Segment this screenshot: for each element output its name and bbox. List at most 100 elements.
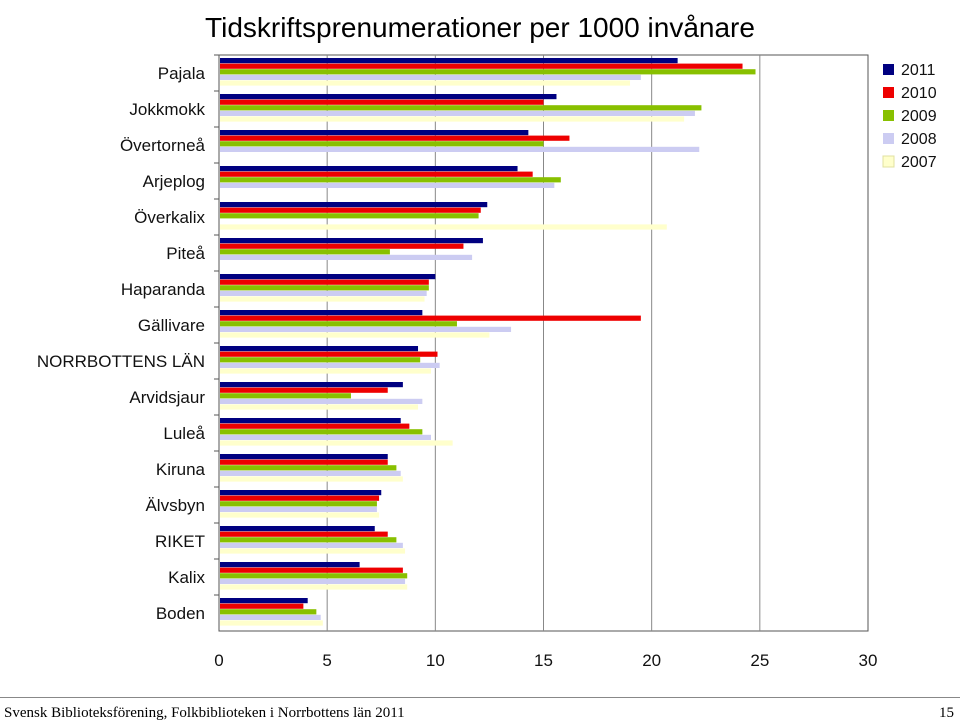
category-label: RIKET [155, 532, 205, 551]
x-tick-label: 5 [322, 651, 331, 670]
bar-2009 [220, 465, 397, 471]
bar-2011 [220, 94, 557, 100]
bar-2009 [220, 285, 429, 291]
bar-2007 [220, 620, 323, 626]
bar-2007 [220, 80, 631, 86]
bar-2008 [220, 362, 440, 368]
category-label: Arjeplog [143, 172, 205, 191]
bar-2009 [220, 177, 561, 183]
bar-2010 [220, 315, 641, 321]
bar-2007 [220, 224, 667, 230]
bar-2009 [220, 393, 351, 399]
category-label: Piteå [166, 244, 205, 263]
bar-2009 [220, 213, 479, 219]
bar-2010 [220, 567, 403, 573]
bar-2010 [220, 387, 388, 393]
x-tick-label: 20 [642, 651, 661, 670]
bar-2011 [220, 598, 308, 604]
bar-2010 [220, 495, 380, 501]
legend: 2011 2010 2009 2008 2007 [882, 62, 937, 171]
bar-2008 [220, 434, 432, 440]
chart-title: Tidskriftsprenumerationer per 1000 invån… [205, 12, 755, 43]
bar-2009 [220, 573, 408, 579]
bar-2007 [220, 404, 419, 410]
bar-2011 [220, 238, 483, 244]
bar-2007 [220, 584, 408, 590]
bar-2011 [220, 166, 518, 172]
category-label: Överkalix [134, 208, 205, 227]
category-label: Kiruna [156, 460, 206, 479]
bar-2008 [220, 326, 512, 332]
bar-2007 [220, 548, 406, 554]
bar-chart: Pajala Jokkmokk Övertorneå Arjeplog Överkali… [37, 54, 937, 670]
bar-2007 [220, 476, 403, 482]
bar-2011 [220, 346, 419, 352]
bar-2009 [220, 141, 544, 147]
bar-2010 [220, 603, 304, 609]
bar-2011 [220, 202, 488, 208]
bar-2011 [220, 490, 382, 496]
bar-2010 [220, 423, 410, 429]
bar-2010 [220, 279, 429, 285]
category-label: Gällivare [138, 316, 205, 335]
x-tick-label: 0 [214, 651, 223, 670]
legend-swatch-2009 [883, 110, 894, 121]
bar-2008 [220, 182, 555, 188]
bar-2011 [220, 58, 678, 64]
category-label: Jokkmokk [129, 100, 205, 119]
x-tick-label: 25 [750, 651, 769, 670]
bar-2011 [220, 526, 375, 532]
bar-2007 [220, 332, 490, 338]
category-label: Pajala [158, 64, 206, 83]
bar-2008 [220, 614, 321, 620]
bar-2008 [220, 146, 700, 152]
legend-swatch-2007 [882, 155, 895, 168]
footer-text: Svensk Biblioteksförening, Folkbibliotek… [4, 705, 405, 721]
axis: Pajala Jokkmokk Övertorneå Arjeplog Överkali… [37, 54, 878, 670]
bar-2011 [220, 130, 529, 136]
legend-label-2007: 2007 [901, 154, 937, 171]
x-tick-label: 10 [426, 651, 445, 670]
bar-2007 [220, 116, 685, 122]
legend-swatch-2010 [883, 87, 894, 98]
category-label: Luleå [163, 424, 205, 443]
bar-2010 [220, 171, 533, 177]
bar-2011 [220, 562, 360, 568]
category-label: Övertorneå [120, 136, 206, 155]
bar-2010 [220, 351, 438, 357]
bar-2008 [220, 542, 403, 548]
bar-2008 [220, 398, 423, 404]
bar-2007 [220, 368, 432, 374]
x-tick-label: 15 [534, 651, 553, 670]
legend-swatch-2008 [883, 133, 894, 144]
bar-2007 [220, 512, 380, 518]
legend-swatch-2011 [883, 64, 894, 75]
bar-2009 [220, 501, 377, 507]
legend-label-2010: 2010 [901, 85, 937, 102]
bar-2010 [220, 459, 388, 465]
legend-label-2011: 2011 [901, 62, 936, 79]
bars [220, 58, 756, 626]
bar-2010 [220, 99, 544, 105]
bar-2009 [220, 429, 423, 435]
bar-2009 [220, 105, 702, 111]
x-tick-label: 30 [859, 651, 878, 670]
bar-2007 [220, 440, 453, 446]
bar-2009 [220, 321, 457, 327]
category-label: Arvidsjaur [129, 388, 205, 407]
bar-2008 [220, 254, 473, 260]
bar-2009 [220, 357, 421, 363]
bar-2008 [220, 578, 406, 584]
bar-2009 [220, 69, 756, 75]
bar-2011 [220, 418, 401, 424]
bar-2008 [220, 74, 641, 80]
bar-2011 [220, 382, 403, 388]
bar-2010 [220, 135, 570, 141]
bar-2011 [220, 274, 436, 280]
footer: Svensk Biblioteksförening, Folkbibliotek… [0, 697, 960, 726]
category-label: NORRBOTTENS LÄN [37, 352, 205, 371]
bar-2008 [220, 290, 427, 296]
category-label: Haparanda [121, 280, 206, 299]
category-label: Älvsbyn [145, 496, 205, 515]
legend-label-2008: 2008 [901, 131, 937, 148]
